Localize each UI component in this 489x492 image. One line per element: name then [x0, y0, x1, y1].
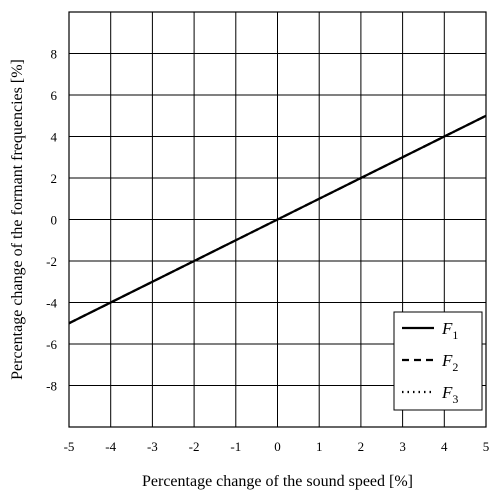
y-tick-label: 6: [51, 88, 58, 103]
plot-frame: [68, 11, 487, 428]
y-axis-title: Percentage change of the formant frequen…: [9, 59, 26, 380]
legend-label-f1: F1: [441, 319, 458, 342]
x-tick-label: 3: [399, 439, 406, 454]
y-tick-label: 4: [51, 130, 58, 145]
x-tick-label: -1: [230, 439, 241, 454]
legend: F1 F2 F3: [393, 311, 483, 411]
y-tick-label: 8: [51, 47, 58, 62]
x-tick-label: 1: [316, 439, 323, 454]
x-tick-label: 2: [358, 439, 365, 454]
x-tick-label: 0: [274, 439, 281, 454]
series-layer: [68, 114, 487, 325]
x-axis-title: Percentage change of the sound speed [%]: [142, 473, 413, 490]
y-tick-label: -6: [46, 337, 57, 352]
y-tick-label: -2: [46, 254, 57, 269]
y-tick-label: 0: [51, 213, 58, 228]
y-tick-label: 2: [51, 171, 58, 186]
legend-label-f2: F2: [441, 351, 458, 374]
legend-label-f3: F3: [441, 383, 458, 406]
y-tick-labels: -8 -6 -4 -2 0 2 4 6 8: [46, 47, 57, 394]
y-tick-label: -4: [46, 296, 57, 311]
x-tick-label: -2: [189, 439, 200, 454]
x-tick-labels: -5 -4 -3 -2 -1 0 1 2 3 4 5: [64, 439, 489, 454]
x-tick-label: -4: [105, 439, 116, 454]
series-line-f3: [68, 114, 487, 325]
x-tick-label: -3: [147, 439, 158, 454]
y-tick-label: -8: [46, 379, 57, 394]
x-tick-label: 5: [483, 439, 489, 454]
x-tick-label: -5: [64, 439, 75, 454]
x-tick-label: 4: [441, 439, 448, 454]
